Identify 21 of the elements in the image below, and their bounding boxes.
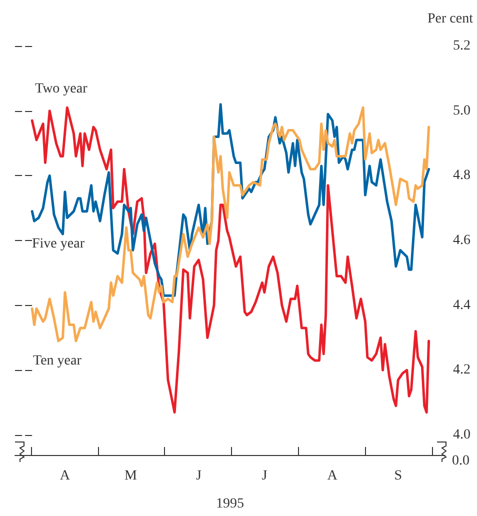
line-series	[30, 106, 430, 342]
line-series	[30, 106, 430, 414]
x-tick-label: A	[327, 468, 338, 484]
y-tick-label: 5.2	[453, 38, 470, 54]
series-label: Five year	[32, 236, 85, 252]
x-tick-label: A	[60, 468, 71, 484]
x-tick-label: J	[262, 468, 268, 484]
y-tick-label: 5.0	[453, 103, 470, 118]
y-tick-label: 4.0	[453, 428, 470, 442]
series-label: Two year	[35, 82, 88, 96]
y-tick-label: 4.4	[453, 298, 470, 313]
x-tick-label: J	[196, 468, 202, 484]
x-tick-label: M	[124, 468, 138, 484]
y-tick-label: 4.8	[453, 168, 470, 184]
x-axis-title: 1995	[216, 496, 244, 512]
text: 0.0	[452, 454, 470, 468]
y-tick-label: 4.2	[453, 362, 470, 378]
y-tick-label: 4.6	[453, 233, 470, 248]
y-axis-title: Per cent	[428, 12, 474, 26]
series-label: Ten year	[33, 354, 82, 368]
x-tick-label: S	[394, 468, 402, 484]
